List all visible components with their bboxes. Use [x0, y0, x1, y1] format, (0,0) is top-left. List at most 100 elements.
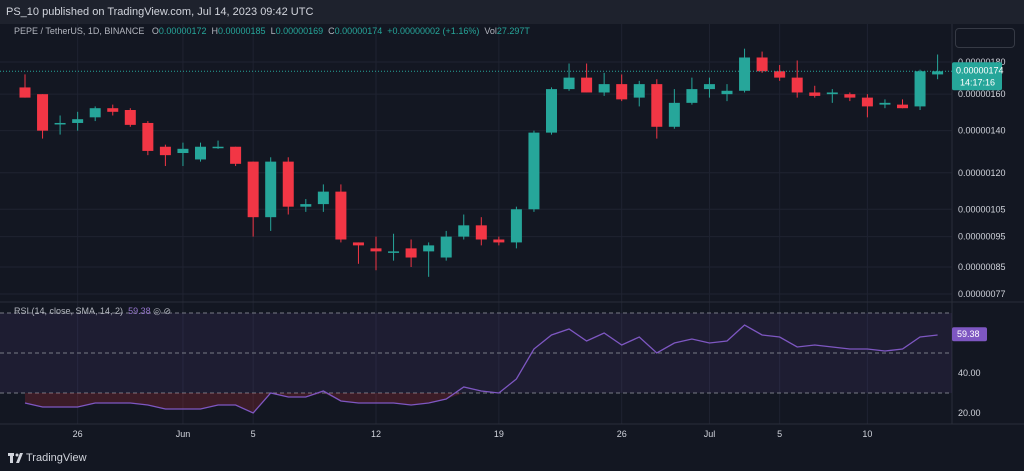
candle — [633, 80, 645, 107]
price-tick-label: 0.00000120 — [958, 168, 1006, 178]
last-price-tag-countdown: 14:17:16 — [960, 77, 995, 87]
candle-body — [756, 57, 768, 72]
low-value: 0.00000169 — [275, 26, 324, 36]
candle — [107, 104, 119, 116]
volume-label: Vol — [484, 26, 497, 36]
candle — [177, 142, 189, 167]
candle — [195, 142, 206, 162]
close-value: 0.00000174 — [334, 26, 383, 36]
candle — [159, 144, 171, 167]
close-label: C — [328, 26, 335, 36]
candle — [475, 217, 487, 246]
price-tick-label: 0.00000077 — [958, 289, 1006, 299]
candle-body — [633, 84, 645, 98]
candle-body — [142, 122, 154, 151]
price-tick-label: 0.00000085 — [958, 262, 1006, 272]
candle-body — [265, 161, 277, 218]
time-tick-label: 10 — [862, 429, 872, 439]
hide-icon[interactable]: ⊘ — [163, 306, 172, 316]
candle-body — [546, 89, 557, 133]
candle — [212, 140, 224, 149]
candle-body — [370, 248, 382, 252]
candle — [440, 230, 452, 261]
tradingview-logo-icon — [8, 453, 23, 463]
candle-body — [300, 204, 312, 207]
candle-body — [668, 102, 680, 127]
chart-area[interactable]: 0.00000180 0.00000160 0.00000140 0.00000120… — [0, 24, 1024, 446]
symbol-label: PEPE / TetherUS, 1D, BINANCE — [14, 26, 145, 36]
candle — [142, 121, 154, 156]
footer: TradingView — [0, 446, 1024, 471]
candle — [405, 239, 417, 267]
candle — [54, 115, 66, 135]
candle — [528, 130, 540, 212]
open-value: 0.00000172 — [158, 26, 207, 36]
chart-svg[interactable]: 0.00000180 0.00000160 0.00000140 0.00000120… — [0, 24, 1024, 446]
candle — [265, 157, 277, 231]
last-price-tag-value: 0.00000174 — [956, 65, 1004, 75]
low-label: L — [270, 26, 276, 36]
candle-body — [212, 146, 224, 149]
candle — [861, 94, 873, 118]
candle — [686, 77, 698, 105]
candle — [72, 111, 84, 131]
rsi-tag-value: 59.38 — [957, 329, 980, 339]
candle — [616, 74, 628, 102]
candle-body — [879, 102, 891, 105]
candle — [317, 184, 329, 212]
footer-brand: TradingView — [26, 452, 87, 464]
rsi-line — [24, 324, 938, 414]
candle — [458, 214, 470, 240]
candle-body — [475, 225, 487, 240]
candle-body — [177, 148, 189, 154]
candle — [19, 74, 31, 98]
candle — [826, 89, 838, 103]
candle-body — [19, 87, 31, 98]
candle-body — [72, 119, 84, 123]
candle-body — [440, 236, 452, 258]
candle — [791, 60, 803, 98]
candle-body — [335, 191, 347, 240]
candle-body — [458, 225, 470, 237]
candle-body — [247, 161, 259, 218]
chart-toolbox[interactable] — [955, 28, 1015, 48]
last-price-tag-bg — [952, 62, 1002, 91]
candle-body — [528, 132, 540, 210]
candle — [352, 242, 364, 264]
candle — [774, 65, 786, 81]
candle — [598, 72, 610, 96]
candle-body — [493, 239, 505, 243]
candle-body — [703, 84, 715, 90]
candle — [89, 106, 101, 122]
eye-icon[interactable]: ◎ — [153, 306, 161, 316]
candle-body — [124, 109, 136, 125]
rsi-background — [0, 312, 952, 394]
candle-body — [510, 209, 522, 243]
candle — [668, 89, 680, 129]
price-tick-label: 0.00000105 — [958, 204, 1006, 214]
rsi-pane — [24, 324, 938, 414]
time-tick-label: Jul — [704, 429, 716, 439]
candle-body — [89, 108, 101, 118]
rsi-value: 59.38 — [128, 306, 151, 316]
candle-body — [423, 245, 435, 252]
candle-body — [897, 104, 908, 109]
candle — [809, 85, 821, 98]
candle — [335, 184, 347, 243]
publish-header-text: PS_10 published on TradingView.com, Jul … — [6, 6, 314, 18]
last-price-tag: 0.00000174 14:17:16 — [952, 62, 1004, 91]
candle-body — [721, 90, 733, 95]
candle — [510, 206, 522, 249]
time-tick-label: 5 — [777, 429, 782, 439]
candle-body — [809, 92, 821, 96]
candle-body — [317, 191, 329, 205]
candle — [651, 79, 663, 139]
candle — [493, 236, 505, 246]
candle-body — [195, 146, 206, 160]
candle-body — [54, 122, 66, 125]
candle-body — [230, 146, 242, 164]
price-tick-label: 0.00000160 — [958, 89, 1006, 99]
candle-body — [388, 251, 400, 253]
candle — [932, 54, 944, 80]
candle-body — [159, 146, 171, 156]
